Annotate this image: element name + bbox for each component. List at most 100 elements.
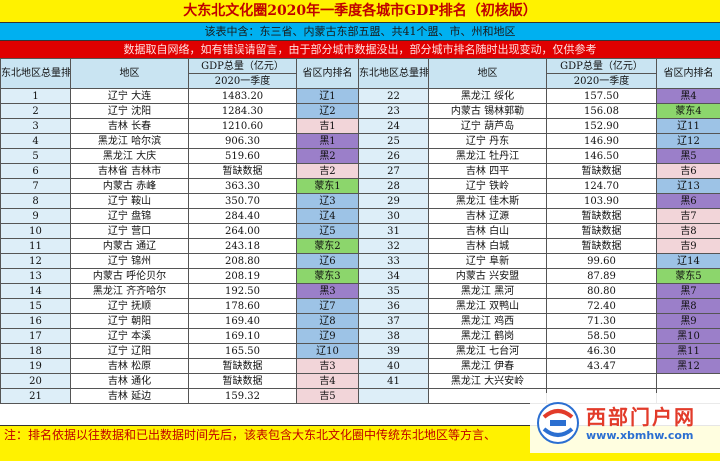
rank-cell: 25 bbox=[358, 133, 429, 149]
prov-rank-cell: 黑9 bbox=[656, 313, 720, 329]
prov-rank-cell bbox=[656, 373, 720, 389]
gdp-cell: 519.60 bbox=[188, 148, 297, 164]
region-cell: 黑龙江 黑河 bbox=[428, 283, 547, 299]
logo-icon bbox=[537, 402, 579, 444]
region-cell: 内蒙古 锡林郭勒 bbox=[428, 103, 547, 119]
region-cell: 黑龙江 大庆 bbox=[70, 148, 189, 164]
prov-rank-cell: 辽8 bbox=[296, 313, 359, 329]
rank-cell: 6 bbox=[0, 163, 71, 179]
gdp-cell: 1483.20 bbox=[188, 88, 297, 104]
prov-rank-cell: 吉5 bbox=[296, 388, 359, 404]
rank-cell: 13 bbox=[0, 268, 71, 284]
prov-rank-cell: 辽3 bbox=[296, 193, 359, 209]
gdp-cell: 264.00 bbox=[188, 223, 297, 239]
prov-rank-cell: 吉2 bbox=[296, 163, 359, 179]
gdp-cell: 80.80 bbox=[546, 283, 657, 299]
prov-rank-cell: 黑3 bbox=[296, 283, 359, 299]
gdp-cell: 146.90 bbox=[546, 133, 657, 149]
table-row: 4 黑龙江 哈尔滨 906.30 黑1 25 辽宁 丹东 146.90 辽12 bbox=[0, 133, 720, 149]
disclaimer-note: 数据取自网络，如有错误请留言，由于部分城市数据没出，部分城市排名随时出现变动，仅… bbox=[0, 41, 720, 59]
rank-cell: 37 bbox=[358, 313, 429, 329]
gdp-cell: 43.47 bbox=[546, 358, 657, 374]
prov-rank-cell: 辽10 bbox=[296, 343, 359, 359]
sheet-title: 大东北文化圈2020年一季度各城市GDP排名（初核版） bbox=[0, 0, 720, 23]
prov-rank-cell: 辽9 bbox=[296, 328, 359, 344]
header-gdp: GDP总量（亿元） bbox=[546, 58, 657, 74]
prov-rank-cell: 辽14 bbox=[656, 253, 720, 269]
table-row: 8 辽宁 鞍山 350.70 辽3 29 黑龙江 佳木斯 103.90 黑6 bbox=[0, 193, 720, 209]
gdp-cell: 178.60 bbox=[188, 298, 297, 314]
table-row: 19 吉林 松原 暂缺数据 吉3 40 黑龙江 伊春 43.47 黑12 bbox=[0, 358, 720, 374]
table-row: 1 辽宁 大连 1483.20 辽1 22 黑龙江 绥化 157.50 黑4 bbox=[0, 88, 720, 104]
prov-rank-cell: 辽1 bbox=[296, 88, 359, 104]
region-cell: 内蒙古 通辽 bbox=[70, 238, 189, 254]
gdp-cell: 暂缺数据 bbox=[546, 163, 657, 179]
prov-rank-cell: 黑8 bbox=[656, 298, 720, 314]
header-gdp-period: 2020一季度 bbox=[188, 73, 297, 89]
rank-cell: 2 bbox=[0, 103, 71, 119]
gdp-cell: 暂缺数据 bbox=[546, 223, 657, 239]
gdp-cell: 99.60 bbox=[546, 253, 657, 269]
rank-cell: 39 bbox=[358, 343, 429, 359]
region-cell: 辽宁 抚顺 bbox=[70, 298, 189, 314]
region-cell: 吉林 通化 bbox=[70, 373, 189, 389]
table-row: 11 内蒙古 通辽 243.18 蒙东2 32 吉林 白城 暂缺数据 吉9 bbox=[0, 238, 720, 254]
gdp-cell: 208.80 bbox=[188, 253, 297, 269]
header-gdp-period: 2020一季度 bbox=[546, 73, 657, 89]
rank-cell: 4 bbox=[0, 133, 71, 149]
prov-rank-cell: 辽12 bbox=[656, 133, 720, 149]
prov-rank-cell: 黑5 bbox=[656, 148, 720, 164]
rank-cell: 11 bbox=[0, 238, 71, 254]
table-row: 20 吉林 通化 暂缺数据 吉4 41 黑龙江 大兴安岭 bbox=[0, 373, 720, 389]
region-cell: 内蒙古 兴安盟 bbox=[428, 268, 547, 284]
gdp-cell: 72.40 bbox=[546, 298, 657, 314]
prov-rank-cell: 黑7 bbox=[656, 283, 720, 299]
prov-rank-cell: 吉7 bbox=[656, 208, 720, 224]
prov-rank-cell: 蒙东4 bbox=[656, 103, 720, 119]
gdp-cell: 169.10 bbox=[188, 328, 297, 344]
gdp-cell: 暂缺数据 bbox=[188, 373, 297, 389]
gdp-cell: 159.32 bbox=[188, 388, 297, 404]
rank-cell: 34 bbox=[358, 268, 429, 284]
watermark-name: 西部门户网 bbox=[586, 405, 696, 429]
prov-rank-cell: 辽7 bbox=[296, 298, 359, 314]
prov-rank-cell: 蒙东5 bbox=[656, 268, 720, 284]
gdp-cell: 46.30 bbox=[546, 343, 657, 359]
rank-cell: 22 bbox=[358, 88, 429, 104]
prov-rank-cell: 辽6 bbox=[296, 253, 359, 269]
header-region: 地区 bbox=[70, 58, 189, 89]
gdp-cell: 暂缺数据 bbox=[546, 208, 657, 224]
table-row: 9 辽宁 盘锦 284.40 辽4 30 吉林 辽源 暂缺数据 吉7 bbox=[0, 208, 720, 224]
prov-rank-cell: 黑10 bbox=[656, 328, 720, 344]
table-row: 16 辽宁 朝阳 169.40 辽8 37 黑龙江 鸡西 71.30 黑9 bbox=[0, 313, 720, 329]
region-cell: 辽宁 大连 bbox=[70, 88, 189, 104]
region-cell: 吉林 长春 bbox=[70, 118, 189, 134]
rank-cell: 8 bbox=[0, 193, 71, 209]
rank-cell: 29 bbox=[358, 193, 429, 209]
gdp-cell: 243.18 bbox=[188, 238, 297, 254]
rank-cell: 32 bbox=[358, 238, 429, 254]
rank-cell: 19 bbox=[0, 358, 71, 374]
prov-rank-cell: 吉9 bbox=[656, 238, 720, 254]
rank-cell: 26 bbox=[358, 148, 429, 164]
site-watermark: 西部门户网 www.xbmhw.com bbox=[530, 393, 720, 453]
rank-cell: 15 bbox=[0, 298, 71, 314]
region-cell: 辽宁 沈阳 bbox=[70, 103, 189, 119]
region-cell: 吉林 辽源 bbox=[428, 208, 547, 224]
rank-cell: 40 bbox=[358, 358, 429, 374]
region-cell: 黑龙江 七台河 bbox=[428, 343, 547, 359]
rank-cell: 3 bbox=[0, 118, 71, 134]
region-cell: 黑龙江 哈尔滨 bbox=[70, 133, 189, 149]
rank-cell: 9 bbox=[0, 208, 71, 224]
region-cell: 辽宁 鞍山 bbox=[70, 193, 189, 209]
table-row: 18 辽宁 辽阳 165.50 辽10 39 黑龙江 七台河 46.30 黑11 bbox=[0, 343, 720, 359]
prov-rank-cell: 吉4 bbox=[296, 373, 359, 389]
table-row: 7 内蒙古 赤峰 363.30 蒙东1 28 辽宁 铁岭 124.70 辽13 bbox=[0, 178, 720, 194]
gdp-cell: 58.50 bbox=[546, 328, 657, 344]
rank-cell: 20 bbox=[0, 373, 71, 389]
region-cell: 黑龙江 齐齐哈尔 bbox=[70, 283, 189, 299]
gdp-cell: 169.40 bbox=[188, 313, 297, 329]
rank-cell: 12 bbox=[0, 253, 71, 269]
scope-note: 该表中含：东三省、内蒙古东部五盟、共41个盟、市、州和地区 bbox=[0, 23, 720, 41]
